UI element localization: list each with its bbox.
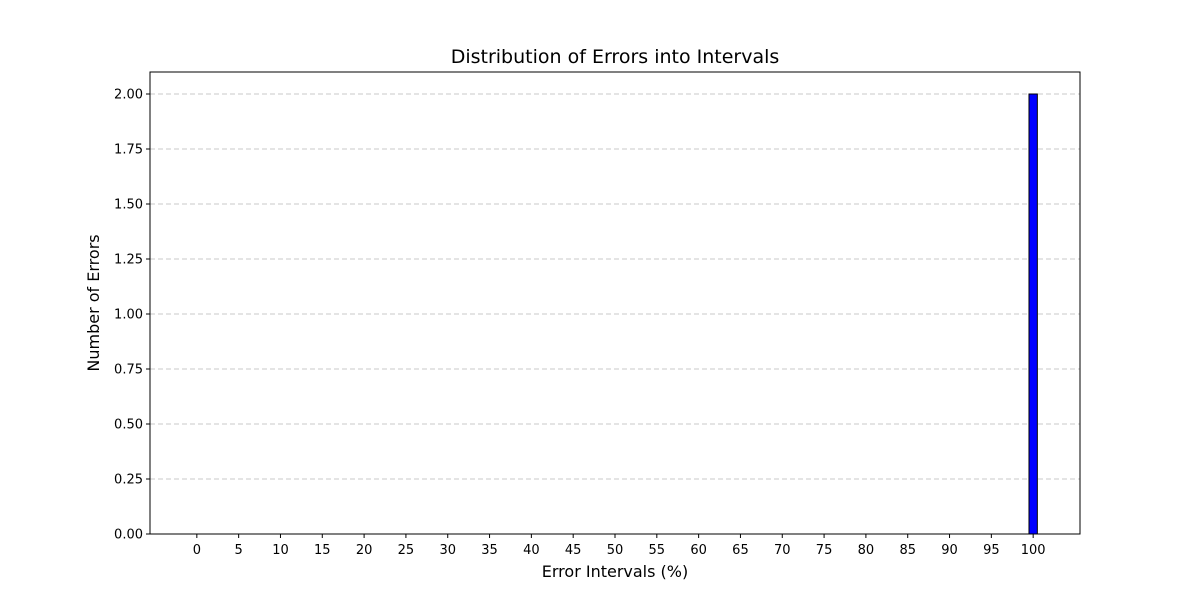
chart-title: Distribution of Errors into Intervals xyxy=(451,46,780,68)
x-tick-label: 55 xyxy=(649,543,666,558)
x-tick-label: 35 xyxy=(481,543,498,558)
x-tick-label: 25 xyxy=(398,543,415,558)
x-tick-label: 65 xyxy=(732,543,749,558)
bar-layer xyxy=(1028,93,1038,535)
x-tick-label: 95 xyxy=(983,543,1000,558)
x-tick-label: 40 xyxy=(523,543,540,558)
x-tick-label: 85 xyxy=(899,543,916,558)
y-tick-label: 0.25 xyxy=(114,473,143,488)
x-tick-label: 15 xyxy=(314,543,331,558)
x-tick-layer: 0 5 10 15 20 25 30 35 40 45 50 55 60 65 70 75 80 85 90 95 10… xyxy=(193,534,1046,558)
x-tick-label: 30 xyxy=(439,543,456,558)
y-tick-layer: 0.00 0.25 0.50 0.75 1.00 1.25 1.50 1.75 2.00 xyxy=(114,88,150,543)
x-tick-label: 5 xyxy=(235,543,243,558)
x-tick-label: 50 xyxy=(607,543,624,558)
y-tick-label: 1.25 xyxy=(114,253,143,268)
y-tick-label: 0.50 xyxy=(114,418,143,433)
x-tick-label: 70 xyxy=(774,543,791,558)
y-tick-label: 0.75 xyxy=(114,363,143,378)
histogram-bar xyxy=(1028,93,1038,535)
x-tick-label: 45 xyxy=(565,543,582,558)
x-tick-label: 75 xyxy=(816,543,833,558)
y-tick-label: 1.50 xyxy=(114,198,143,213)
x-tick-label: 0 xyxy=(193,543,201,558)
x-tick-label: 10 xyxy=(272,543,289,558)
y-tick-label: 2.00 xyxy=(114,88,143,103)
x-tick-label: 100 xyxy=(1021,543,1046,558)
y-tick-label: 1.00 xyxy=(114,308,143,323)
x-axis-label: Error Intervals (%) xyxy=(542,562,688,581)
grid-layer xyxy=(150,93,1080,480)
x-tick-label: 60 xyxy=(690,543,707,558)
y-axis-label: Number of Errors xyxy=(84,234,103,371)
x-tick-label: 90 xyxy=(941,543,958,558)
x-tick-label: 20 xyxy=(356,543,373,558)
plot-frame xyxy=(149,71,1081,535)
x-tick-label: 80 xyxy=(858,543,875,558)
y-tick-label: 0.00 xyxy=(114,528,143,543)
y-tick-label: 1.75 xyxy=(114,143,143,158)
